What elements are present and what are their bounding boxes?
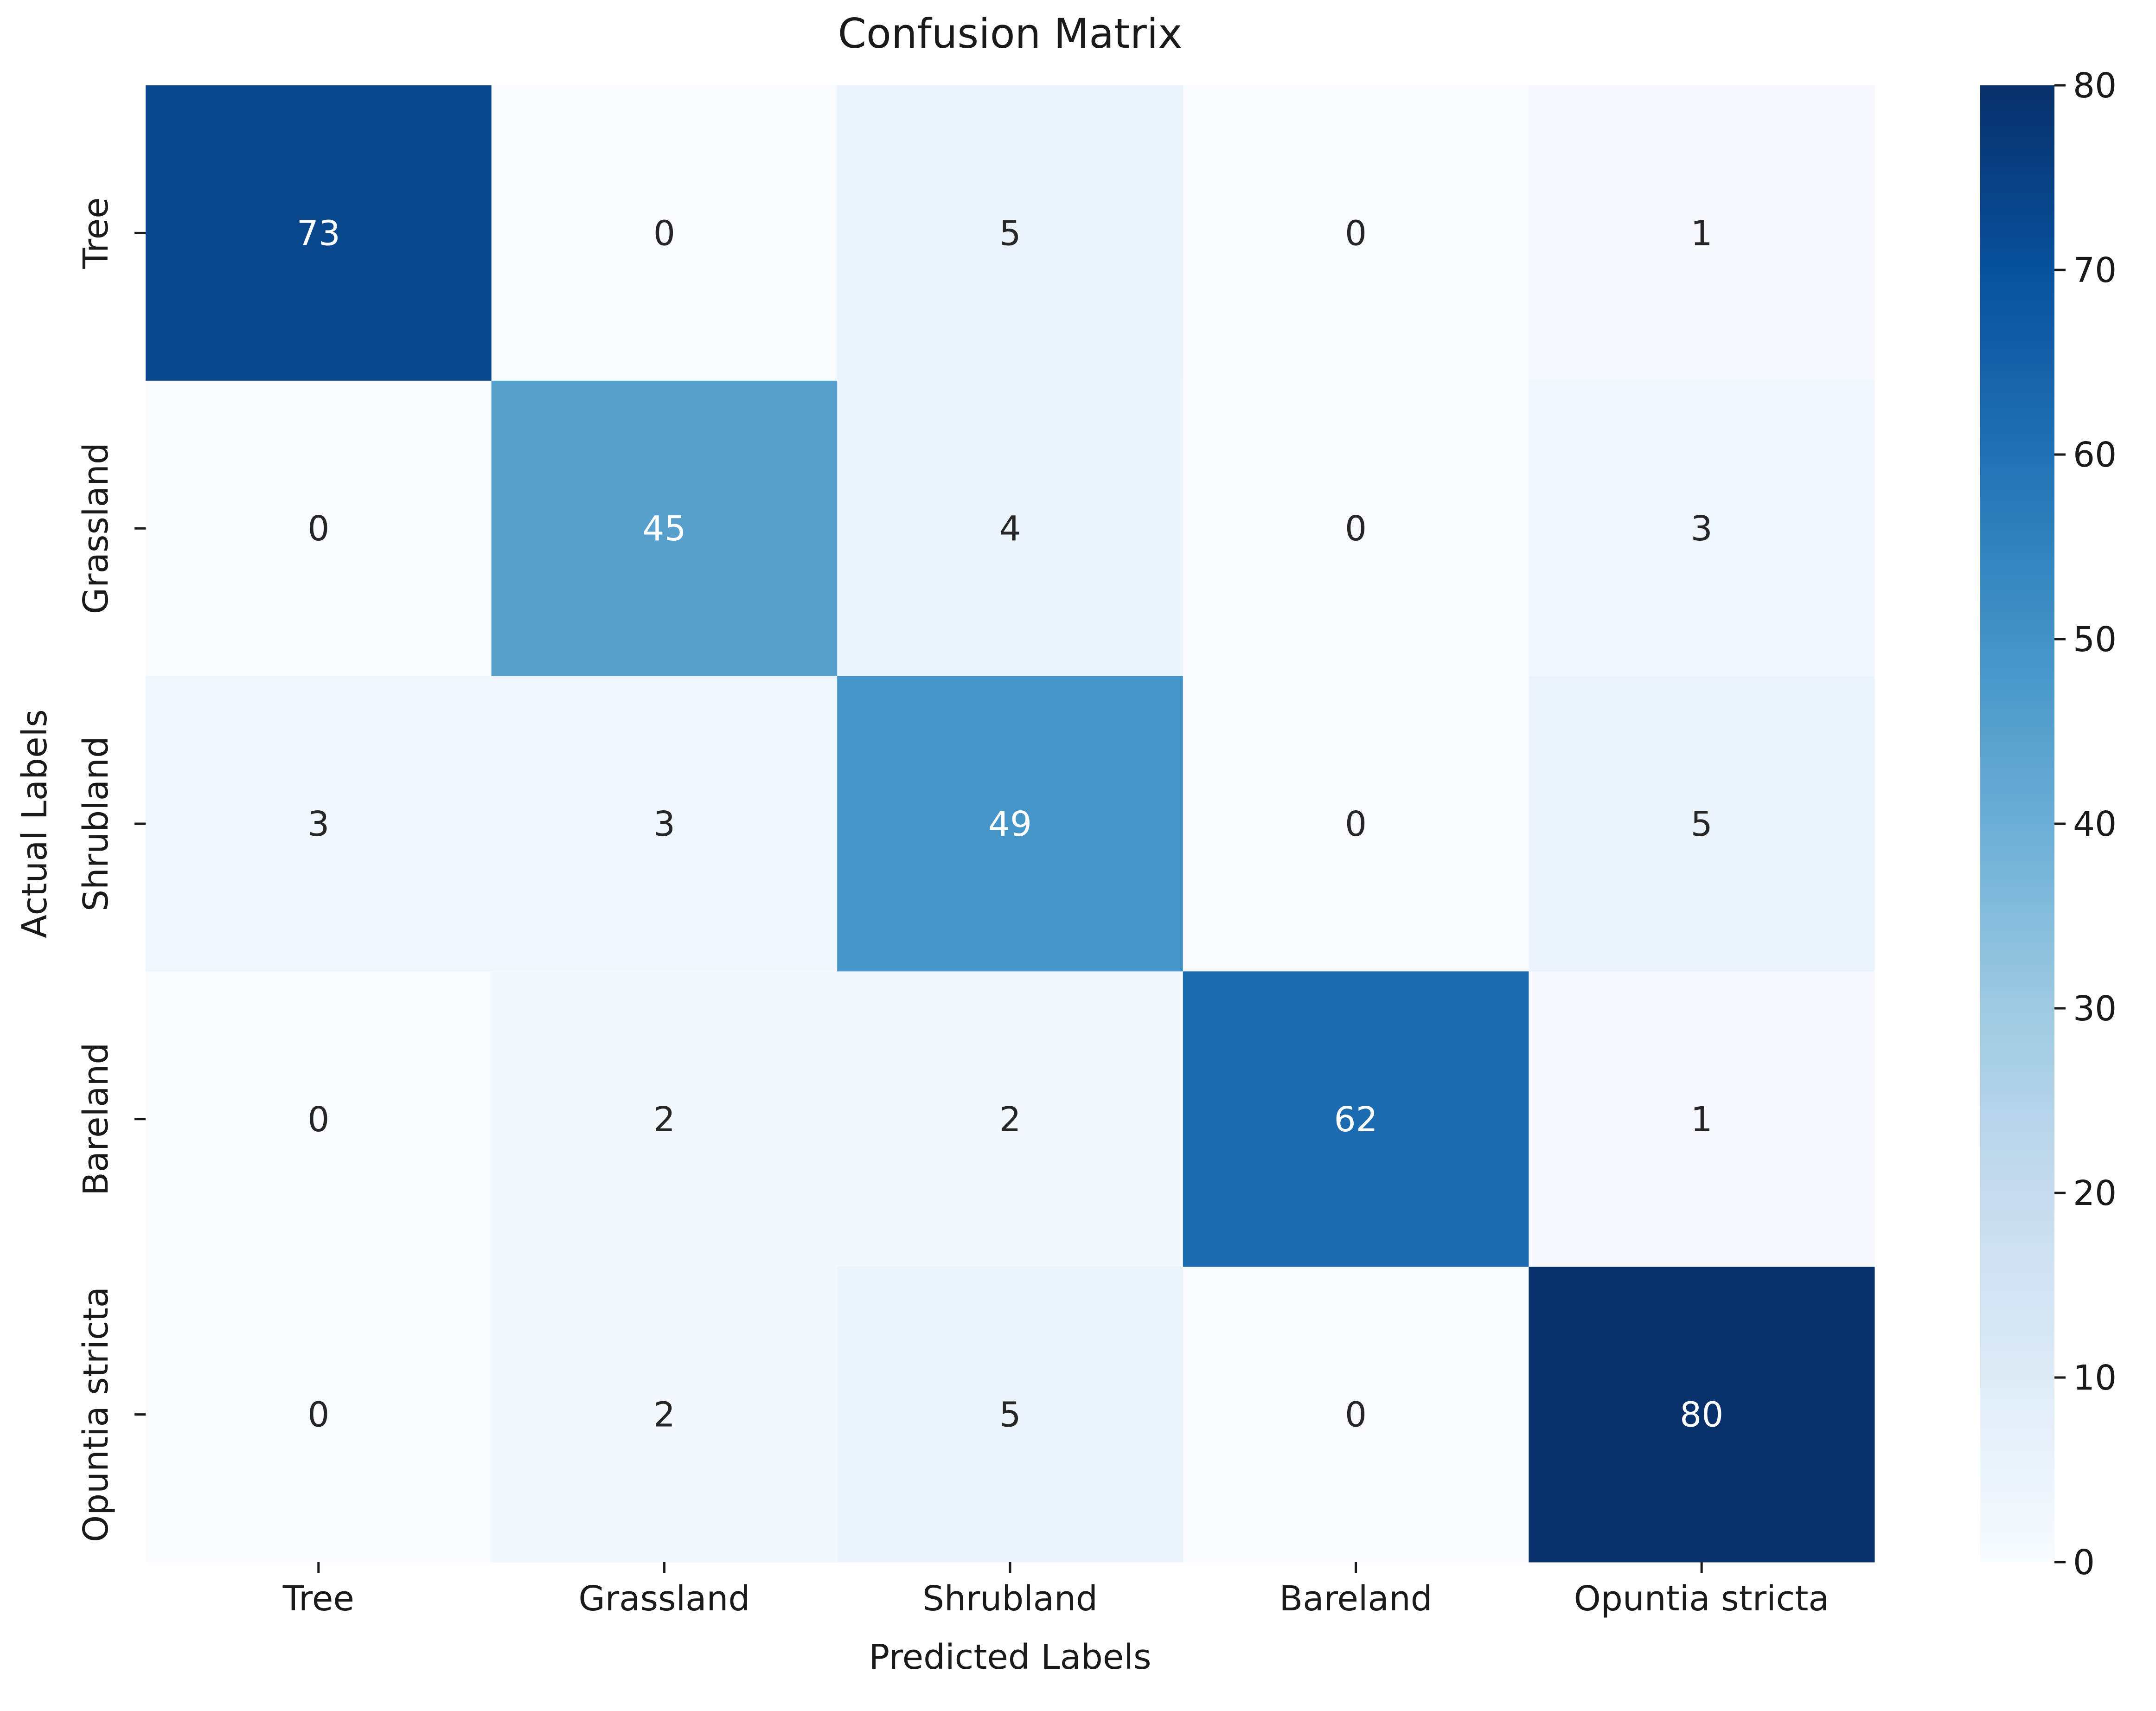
x-tick-label: Opuntia stricta	[1574, 1579, 1830, 1619]
cell-value-label: 5	[999, 213, 1021, 253]
cell-value-label: 2	[653, 1395, 675, 1435]
cell-value-label: 0	[1345, 213, 1367, 253]
colorbar	[1980, 85, 2054, 1562]
cell-value-label: 2	[653, 1100, 675, 1140]
y-tick-label: Shrubland	[76, 736, 116, 911]
x-axis-ticks: Tree Grassland Shrubland Bareland Opuntia st…	[282, 1562, 1830, 1619]
heatmap-cell	[1529, 676, 1875, 972]
colorbar-tick-label: 0	[2073, 1543, 2095, 1583]
cell-value-label: 2	[999, 1100, 1021, 1140]
cell-value-label: 80	[1680, 1395, 1723, 1435]
colorbar-tick-label: 40	[2073, 804, 2117, 844]
heatmap-cell	[1183, 380, 1529, 677]
heatmap-cell	[146, 380, 492, 677]
x-tick-label: Shrubland	[922, 1579, 1098, 1619]
cell-value-label: 49	[988, 804, 1032, 844]
cell-value-label: 73	[297, 213, 340, 253]
heatmap-cell	[1529, 85, 1875, 381]
heatmap-cell-labels: 73 0 5 0 1 0 45 4 0 3 3 3 49 0 5 0 2 2 62 1 0 2 5 0 80	[297, 213, 1724, 1435]
heatmap-cell	[146, 1267, 492, 1563]
y-axis-label: Actual Labels	[15, 709, 55, 938]
cell-value-label: 0	[307, 1395, 329, 1435]
y-tick-label: Tree	[76, 197, 116, 269]
x-tick-label: Tree	[282, 1579, 354, 1619]
colorbar-tick-label: 10	[2073, 1358, 2117, 1398]
cell-value-label: 3	[653, 804, 675, 844]
heatmap-cells	[146, 85, 1875, 1563]
heatmap-cell	[837, 1267, 1184, 1563]
colorbar-tick-label: 70	[2073, 250, 2117, 290]
heatmap-cell	[491, 85, 838, 381]
heatmap-cell	[1183, 676, 1529, 972]
heatmap-cell	[1183, 971, 1529, 1267]
cell-value-label: 5	[999, 1395, 1021, 1435]
heatmap-cell	[491, 971, 838, 1267]
cell-value-label: 1	[1691, 1100, 1713, 1140]
y-tick-label: Grassland	[76, 442, 116, 614]
heatmap-cell	[1183, 85, 1529, 381]
cell-value-label: 0	[1345, 1395, 1367, 1435]
cell-value-label: 4	[999, 509, 1021, 549]
cell-value-label: 1	[1691, 213, 1713, 253]
colorbar-ticks: 0 10 20 30 40 50 60 70 80	[2054, 66, 2117, 1583]
x-tick-label: Bareland	[1279, 1579, 1432, 1619]
heatmap-cell	[146, 85, 492, 381]
x-tick-label: Grassland	[578, 1579, 750, 1619]
heatmap-cell	[1529, 1267, 1875, 1563]
heatmap-cell	[1529, 380, 1875, 677]
colorbar-tick-label: 20	[2073, 1173, 2117, 1213]
heatmap-cell	[1529, 971, 1875, 1267]
cell-value-label: 0	[307, 509, 329, 549]
heatmap-cell	[837, 971, 1184, 1267]
cell-value-label: 0	[307, 1100, 329, 1140]
heatmap-cell	[1183, 1267, 1529, 1563]
heatmap-cell	[491, 380, 838, 677]
cell-value-label: 0	[1345, 804, 1367, 844]
heatmap-cell	[146, 971, 492, 1267]
chart-title: Confusion Matrix	[838, 10, 1183, 58]
heatmap-cell	[837, 676, 1184, 972]
heatmap-cell	[146, 676, 492, 972]
heatmap-cell	[837, 85, 1184, 381]
x-axis-label: Predicted Labels	[869, 1637, 1151, 1677]
cell-value-label: 62	[1334, 1100, 1378, 1140]
cell-value-label: 5	[1691, 804, 1713, 844]
colorbar-tick-label: 60	[2073, 435, 2117, 475]
y-tick-label: Opuntia stricta	[76, 1287, 116, 1542]
heatmap-cell	[491, 676, 838, 972]
y-axis-ticks: Tree Grassland Shrubland Bareland Opuntia st…	[76, 197, 146, 1542]
cell-value-label: 45	[642, 509, 686, 549]
colorbar-tick-label: 80	[2073, 66, 2117, 106]
cell-value-label: 0	[1345, 509, 1367, 549]
cell-value-label: 0	[653, 213, 675, 253]
y-tick-label: Bareland	[76, 1043, 116, 1196]
colorbar-tick-label: 50	[2073, 620, 2117, 660]
cell-value-label: 3	[307, 804, 329, 844]
colorbar-tick-label: 30	[2073, 989, 2117, 1029]
heatmap-cell	[491, 1267, 838, 1563]
cell-value-label: 3	[1691, 509, 1713, 549]
heatmap-cell	[837, 380, 1184, 677]
